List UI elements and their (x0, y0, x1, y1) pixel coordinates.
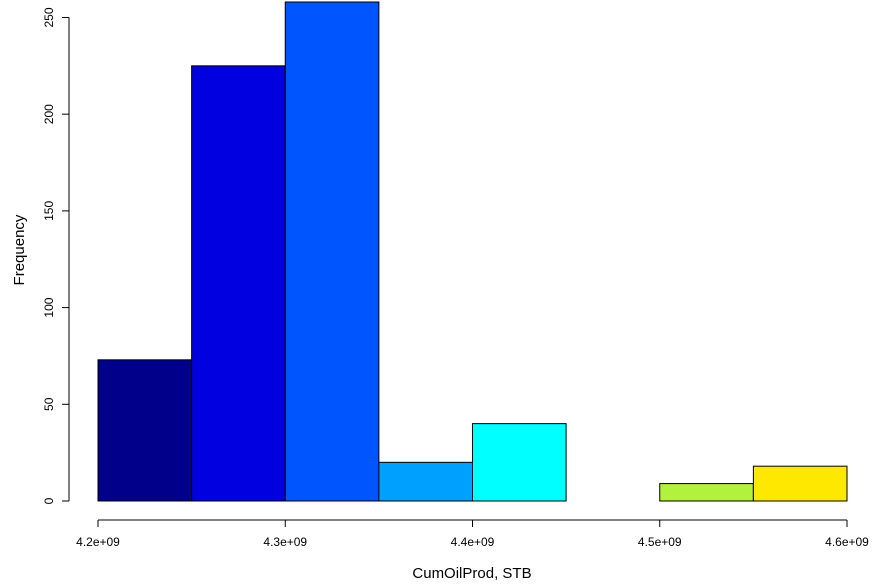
x-tick-label: 4.5e+09 (638, 535, 682, 549)
y-tick-label: 250 (42, 7, 56, 27)
histogram-bar (659, 483, 754, 502)
y-axis: 0 50 100 150 200 250 (42, 7, 70, 504)
histogram-bar (752, 465, 848, 502)
y-axis-title: Frequency (11, 214, 28, 285)
x-tick-label: 4.3e+09 (263, 535, 307, 549)
histogram-bar (191, 65, 286, 502)
histogram-bar (284, 1, 380, 502)
bars-group (97, 1, 848, 502)
y-tick-label: 0 (42, 497, 56, 504)
x-axis-title: CumOilProd, STB (412, 565, 531, 582)
x-tick-label: 4.6e+09 (825, 535, 869, 549)
y-tick-label: 50 (42, 397, 56, 411)
histogram-bar (472, 423, 567, 502)
x-axis: 4.2e+09 4.3e+09 4.4e+09 4.5e+09 4.6e+09 (76, 519, 869, 549)
x-tick-label: 4.2e+09 (76, 535, 120, 549)
histogram-bar (97, 359, 193, 502)
y-tick-label: 100 (42, 297, 56, 317)
histogram-bar (378, 461, 473, 502)
x-tick-label: 4.4e+09 (451, 535, 495, 549)
y-tick-label: 150 (42, 201, 56, 221)
y-tick-label: 200 (42, 104, 56, 124)
